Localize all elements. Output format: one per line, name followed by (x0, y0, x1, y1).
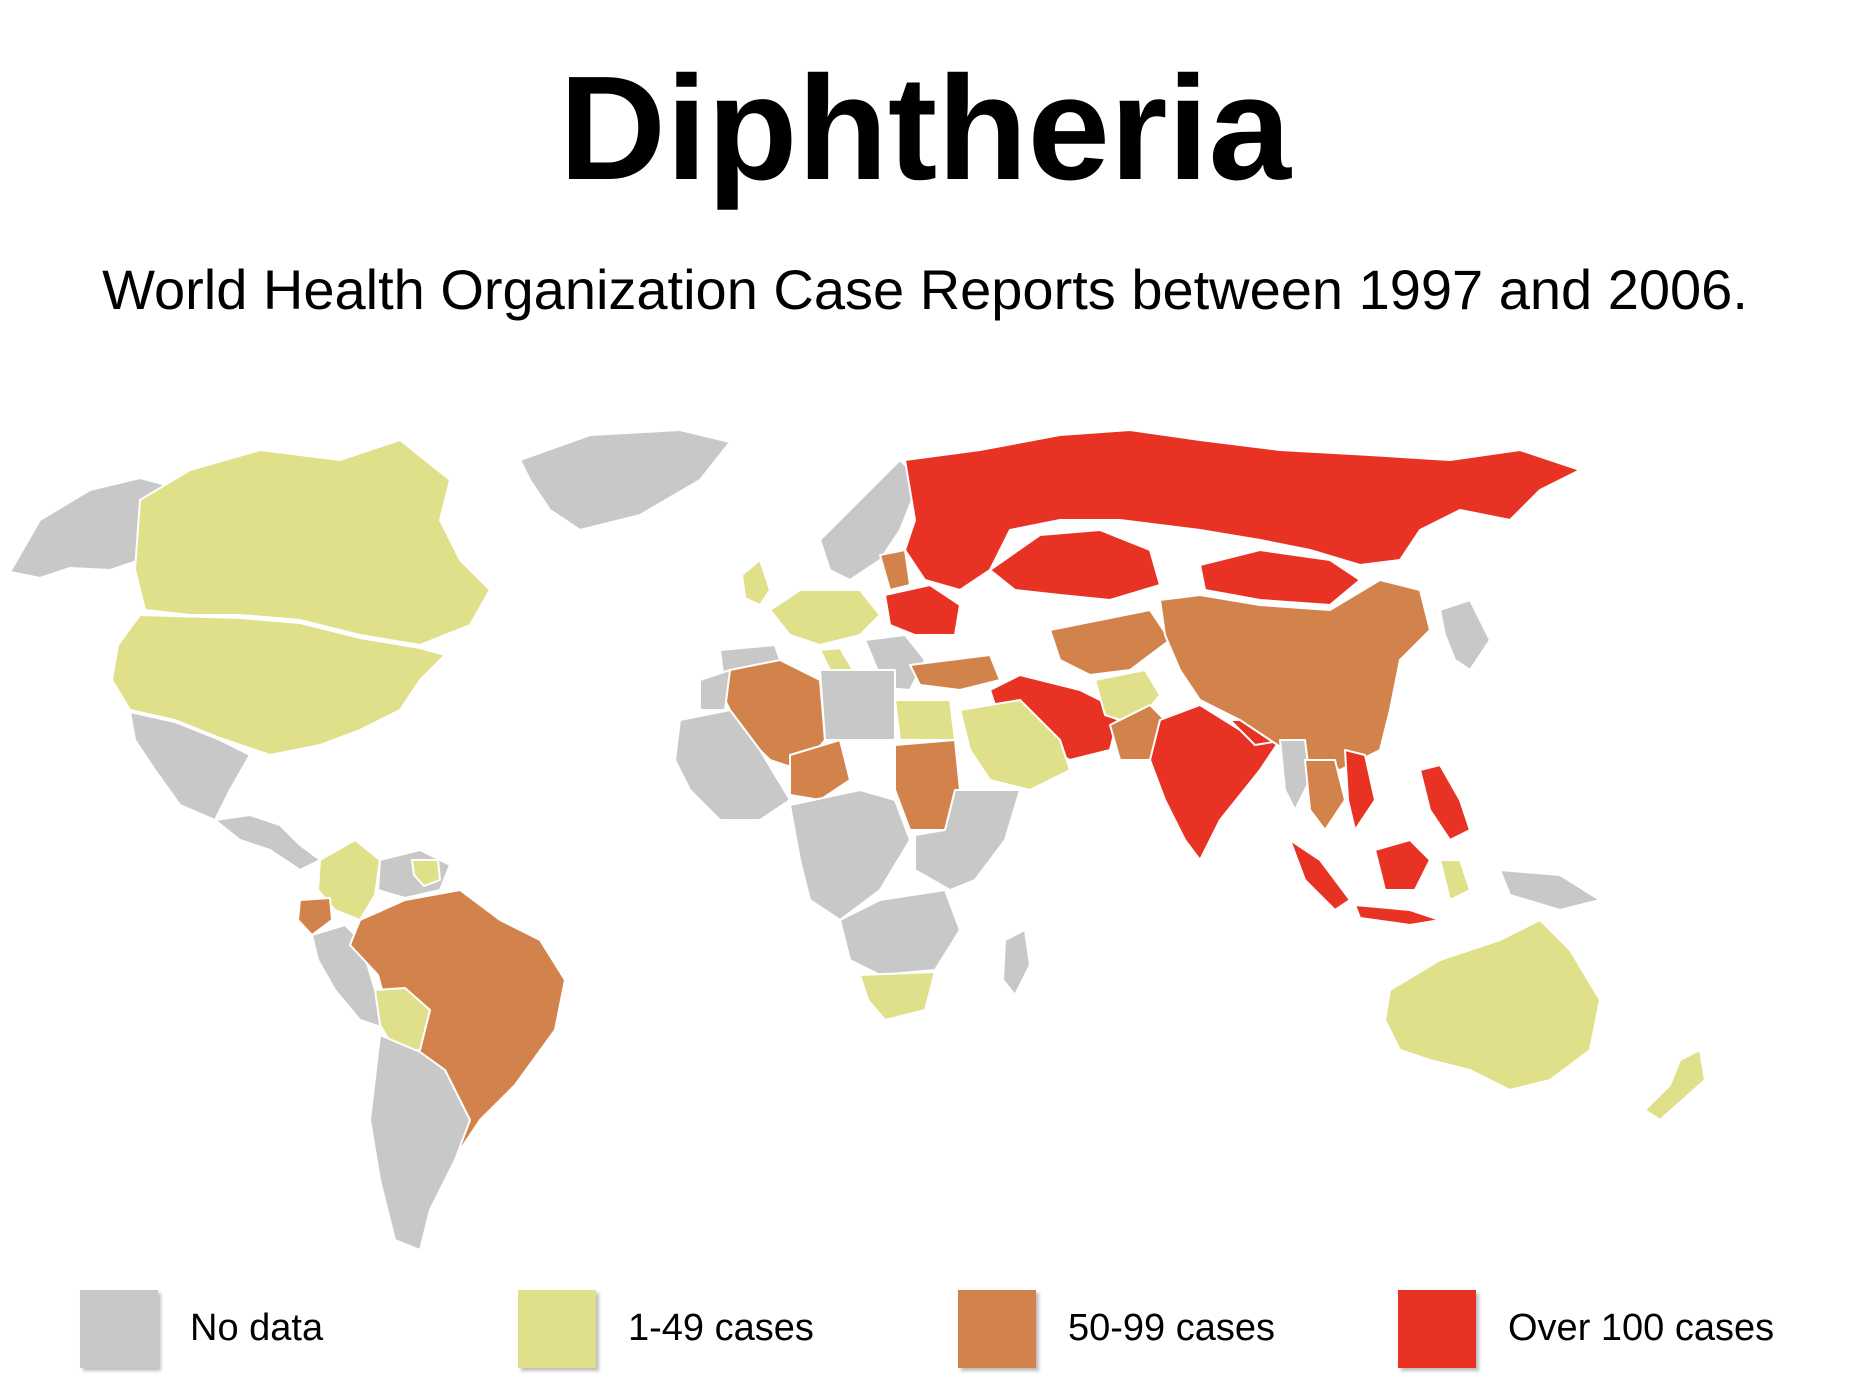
map-title: Diphtheria (559, 46, 1291, 211)
map-subtitle: World Health Organization Case Reports b… (102, 258, 1748, 321)
legend-swatch (518, 1290, 596, 1368)
region-west-africa (674, 709, 791, 821)
region-bolivia (374, 987, 431, 1051)
region-ecuador (297, 897, 333, 936)
region-new-guinea (1499, 869, 1601, 911)
region-india (1149, 704, 1281, 861)
region-mongolia (1199, 549, 1361, 606)
region-turkey (909, 654, 1001, 691)
region-borneo (1374, 839, 1431, 891)
region-mexico (129, 711, 251, 821)
region-united-states (111, 614, 446, 756)
region-central-africa (789, 789, 911, 921)
legend-label: Over 100 cases (1508, 1307, 1775, 1349)
region-new-zealand (1644, 1049, 1706, 1121)
legend-swatch (80, 1290, 158, 1368)
legend-label: No data (190, 1307, 324, 1349)
region-philippines (1419, 764, 1471, 841)
legend-label: 50-99 cases (1068, 1307, 1276, 1349)
region-southern-africa (839, 889, 961, 976)
region-scandinavia (819, 459, 921, 581)
region-western-europe (769, 589, 881, 646)
region-baltic-states (879, 549, 911, 591)
region-ukraine-belarus (884, 584, 961, 636)
region-united-kingdom (741, 559, 771, 606)
region-myanmar (1279, 739, 1311, 811)
region-niger (789, 739, 851, 801)
region-east-africa (914, 789, 1021, 891)
region-canada (134, 439, 491, 646)
region-colombia (317, 839, 381, 921)
region-central-asia (1049, 609, 1171, 676)
region-guyana (411, 859, 441, 887)
region-madagascar (1002, 929, 1031, 996)
region-central-america (214, 814, 321, 871)
world-map (9, 429, 1706, 1251)
region-kazakhstan (989, 529, 1161, 601)
region-java (1354, 904, 1441, 926)
region-sumatra (1289, 839, 1351, 911)
region-china (1159, 579, 1431, 771)
region-south-africa (859, 971, 936, 1021)
region-vietnam (1344, 749, 1376, 831)
region-sulawesi (1439, 859, 1471, 901)
region-thailand-laos (1304, 759, 1346, 831)
region-greenland (519, 429, 731, 531)
legend-swatch (1398, 1290, 1476, 1368)
map-legend: No data 1-49 cases 50-99 cases Over 100 … (0, 1290, 1850, 1370)
region-saudi-arabia (959, 699, 1071, 791)
legend-label: 1-49 cases (628, 1307, 814, 1349)
region-korea-japan (1439, 599, 1491, 671)
region-egypt (894, 699, 956, 741)
region-australia (1384, 919, 1601, 1091)
region-southern-south-america (369, 1034, 471, 1251)
legend-swatch (958, 1290, 1036, 1368)
region-russia (904, 429, 1581, 591)
